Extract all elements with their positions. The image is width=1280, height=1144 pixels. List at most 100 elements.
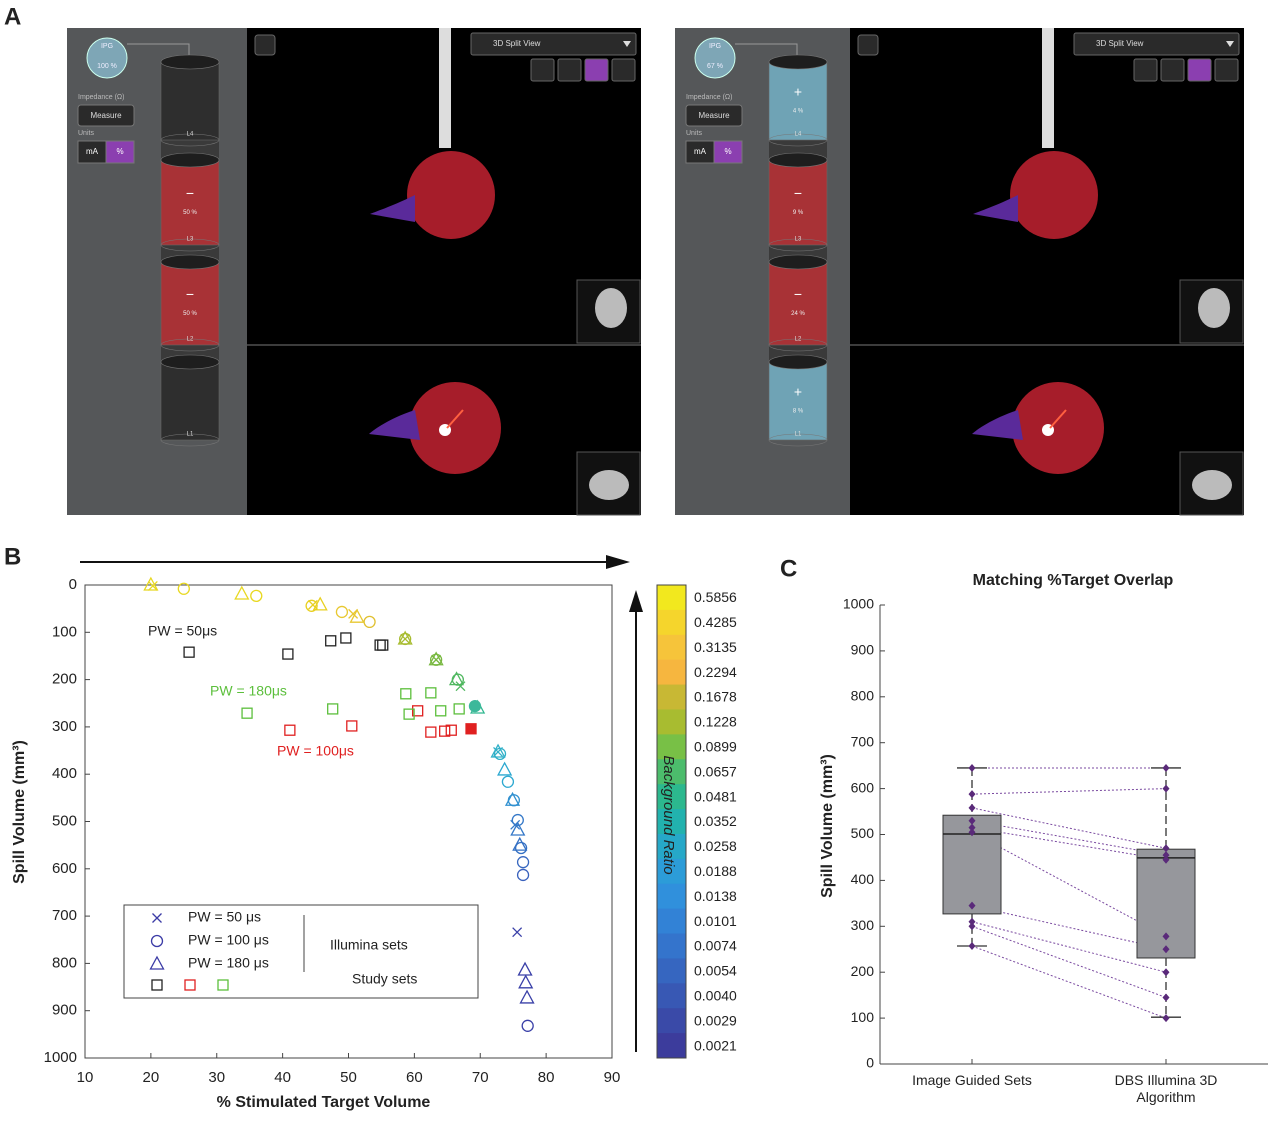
contact-value: 24 % (791, 311, 805, 317)
point (1162, 968, 1170, 977)
point (412, 705, 424, 717)
point (439, 725, 451, 737)
y-axis-label: Spill Volume (mm³) (819, 754, 836, 898)
point (1162, 932, 1170, 941)
point (1162, 945, 1170, 954)
tool-button (584, 58, 609, 82)
colorbar-tick-label: 0.1228 (694, 714, 737, 730)
point (435, 705, 447, 717)
x-tick-label: 40 (274, 1069, 291, 1086)
unit-pct-button (105, 140, 135, 164)
annotation: PW = 100μs (277, 743, 354, 759)
point (968, 828, 976, 837)
contact-bottom (160, 133, 220, 147)
contact-value: 50 % (183, 210, 197, 216)
unit-ma: mA (694, 147, 707, 156)
y-tick-label: 500 (52, 812, 77, 829)
colorbar-segment (657, 858, 686, 885)
y-tick-label: 0 (69, 576, 77, 593)
contact-value: 50 % (183, 311, 197, 317)
unit-pct: % (724, 147, 731, 156)
measure-text: Measure (698, 111, 730, 120)
pair-line (971, 788, 1167, 795)
point (511, 813, 524, 827)
panel-label: C (780, 555, 797, 582)
y-tick-label: 300 (52, 718, 77, 735)
point (968, 763, 976, 772)
contact-bottom (768, 433, 828, 447)
contact-sign: + (794, 384, 802, 400)
contact-bottom (160, 433, 220, 447)
contact-bottom (160, 338, 220, 352)
pair-line (971, 925, 1167, 998)
point (403, 708, 415, 720)
point (968, 823, 976, 832)
point (234, 585, 250, 600)
contact-top (768, 254, 828, 270)
point (1162, 993, 1170, 1002)
point (340, 632, 352, 644)
spill-volume (973, 195, 1018, 222)
pair-line (971, 905, 1167, 950)
colorbar-tick-label: 0.0074 (694, 938, 737, 954)
point (517, 961, 533, 976)
point (241, 707, 253, 719)
colorbar-segment (657, 983, 686, 1009)
x-tick-label: 20 (143, 1069, 160, 1086)
view-dropdown-text: 3D Split View (1096, 39, 1144, 48)
x-tick-label: 10 (77, 1069, 94, 1086)
contact-value: 8 % (793, 409, 804, 415)
x-tick-label: DBS Illumina 3D Algorithm (1114, 1072, 1218, 1105)
point (968, 816, 976, 825)
colorbar-segment (657, 784, 686, 810)
pair-line (971, 945, 1167, 1019)
tool-button (1133, 58, 1158, 82)
point (1162, 784, 1170, 793)
contact-sign: − (186, 185, 194, 201)
colorbar-label: Background Ratio (660, 755, 677, 874)
y-tick-label: 200 (52, 671, 77, 688)
tool-button (557, 58, 582, 82)
ipg-label: IPG (709, 43, 721, 50)
colorbar-segment (657, 908, 686, 935)
point (490, 743, 506, 758)
colorbar-segment (657, 883, 686, 910)
contact-label: L2 (187, 337, 194, 343)
contact-label: L3 (795, 237, 802, 243)
contact (768, 261, 828, 346)
point (349, 608, 365, 623)
contact-top (768, 354, 828, 370)
y-tick-label: 700 (52, 907, 77, 924)
contact-value: 4 % (793, 109, 804, 115)
y-tick-label: 500 (851, 825, 875, 841)
lead-3d (439, 28, 451, 148)
impedance-label: Impedance (Ω) (78, 94, 124, 101)
contact-top (768, 54, 828, 70)
point (968, 922, 976, 931)
contact (160, 261, 220, 346)
point (968, 942, 976, 951)
contact-top (160, 254, 220, 270)
y-tick-label: 900 (52, 1002, 77, 1019)
target-volume-bottom (409, 382, 501, 474)
point (377, 639, 389, 651)
y-tick-label: 1000 (843, 596, 874, 612)
sidebar (67, 28, 247, 515)
point (512, 927, 523, 938)
legend-group: Illumina sets (330, 937, 408, 953)
impedance-label: Impedance (Ω) (686, 94, 732, 101)
colorbar-tick-label: 0.0054 (694, 963, 737, 979)
point (504, 791, 521, 806)
y-tick-label: 300 (851, 917, 875, 933)
contact-sign: − (186, 286, 194, 302)
spill-volume (370, 195, 415, 222)
point (312, 596, 328, 611)
colorbar-tick-label: 0.0657 (694, 763, 737, 779)
contact (768, 361, 828, 441)
annotation: PW = 50μs (148, 623, 217, 639)
lead-3d (1042, 28, 1054, 148)
contact-label: L1 (187, 432, 194, 438)
point (1162, 851, 1170, 860)
point (518, 974, 534, 989)
